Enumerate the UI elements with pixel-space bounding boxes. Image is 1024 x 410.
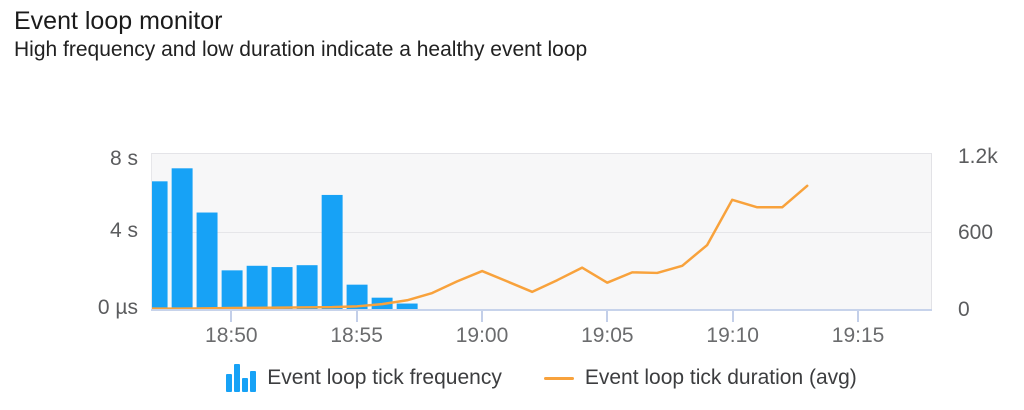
legend-label-duration: Event loop tick duration (avg) [584, 366, 857, 389]
chart-legend: Event loop tick frequency Event loop tic… [151, 362, 932, 394]
left-axis-tick-label: 0 µs [97, 296, 138, 319]
x-axis-line [151, 309, 932, 311]
legend-item-frequency[interactable]: Event loop tick frequency [226, 364, 502, 392]
frequency-bar [196, 212, 218, 310]
frequency-bar [246, 265, 268, 310]
bar-chart-icon [226, 364, 257, 392]
frequency-bar [296, 265, 318, 310]
page-title: Event loop monitor [14, 7, 223, 35]
frequency-bar [171, 168, 193, 310]
gridline-mid [152, 232, 931, 233]
page-subtitle: High frequency and low duration indicate… [14, 38, 588, 61]
left-axis-tick-label: 4 s [109, 219, 138, 242]
x-axis-tick [230, 311, 233, 322]
frequency-bar [396, 303, 418, 310]
x-axis-tick [481, 311, 483, 322]
legend-item-duration[interactable]: Event loop tick duration (avg) [543, 366, 857, 390]
legend-label-frequency: Event loop tick frequency [267, 366, 502, 389]
left-axis-tick-label: 8 s [109, 147, 138, 170]
x-axis-tick [731, 311, 734, 322]
plot-area [151, 153, 932, 310]
chart-canvas [152, 168, 809, 310]
x-axis-tick-label: 18:50 [205, 324, 258, 347]
line-swatch-icon [543, 376, 574, 380]
x-axis-tick [355, 311, 358, 322]
frequency-bar [221, 270, 243, 310]
frequency-bar [321, 194, 343, 310]
x-axis-tick [606, 311, 609, 322]
x-axis-tick-label: 19:05 [581, 324, 634, 347]
x-axis-tick-label: 18:55 [330, 324, 383, 347]
frequency-bar [152, 181, 168, 310]
x-axis-tick-label: 19:10 [706, 324, 759, 347]
right-axis-tick-label: 1.2k [958, 145, 998, 168]
right-axis-tick-label: 0 [958, 298, 970, 321]
x-axis-tick-label: 19:15 [831, 324, 885, 347]
right-axis-tick-label: 600 [958, 221, 994, 244]
x-axis-tick-label: 19:00 [455, 324, 509, 347]
frequency-bar [346, 284, 368, 310]
frequency-bar [271, 267, 293, 310]
duration-line [152, 184, 809, 310]
x-axis-tick [857, 311, 860, 322]
